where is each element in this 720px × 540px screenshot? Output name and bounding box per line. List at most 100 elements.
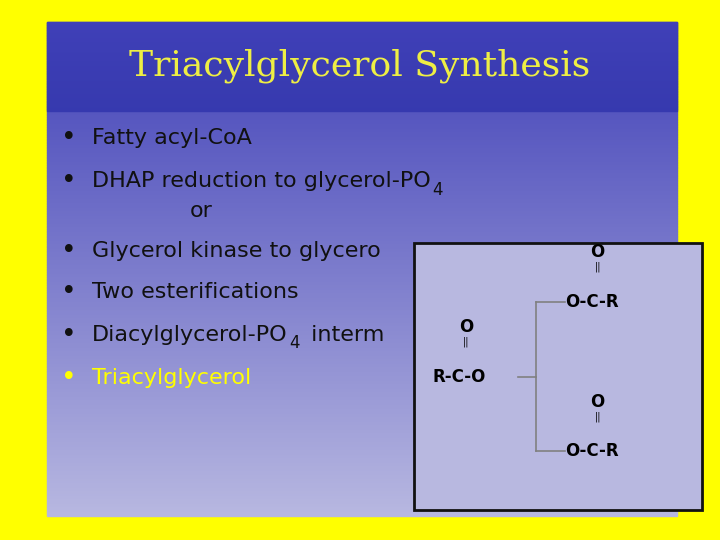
Bar bbox=[47, 440, 677, 442]
Bar bbox=[47, 399, 677, 401]
Bar bbox=[47, 22, 677, 23]
Bar bbox=[47, 53, 677, 54]
Bar bbox=[47, 366, 677, 367]
Bar bbox=[47, 63, 677, 64]
Bar bbox=[47, 329, 677, 331]
Bar bbox=[47, 458, 677, 460]
Bar bbox=[47, 45, 677, 46]
Bar bbox=[414, 243, 702, 510]
Bar bbox=[47, 345, 677, 346]
Bar bbox=[47, 116, 677, 117]
Bar bbox=[47, 117, 677, 119]
Bar bbox=[47, 55, 677, 56]
Bar bbox=[47, 106, 677, 107]
Bar bbox=[47, 72, 677, 73]
Bar bbox=[47, 96, 677, 97]
Bar bbox=[47, 172, 677, 173]
Bar bbox=[47, 38, 677, 40]
Bar bbox=[47, 412, 677, 414]
Bar bbox=[47, 161, 677, 163]
Bar bbox=[47, 94, 677, 95]
Bar bbox=[47, 66, 677, 67]
Bar bbox=[47, 71, 677, 73]
Bar bbox=[47, 201, 677, 202]
Bar bbox=[47, 497, 677, 499]
Bar bbox=[47, 114, 677, 116]
Bar bbox=[47, 373, 677, 374]
Bar bbox=[47, 491, 677, 492]
Bar bbox=[47, 196, 677, 198]
Text: O-C-R: O-C-R bbox=[565, 293, 618, 311]
Bar bbox=[47, 279, 677, 280]
Bar bbox=[47, 512, 677, 514]
Bar bbox=[47, 460, 677, 461]
Bar bbox=[47, 24, 677, 25]
Bar bbox=[47, 139, 677, 140]
Bar bbox=[47, 210, 677, 211]
Bar bbox=[47, 140, 677, 142]
Bar bbox=[47, 422, 677, 423]
Bar bbox=[47, 36, 677, 37]
Bar bbox=[47, 296, 677, 298]
Bar bbox=[47, 336, 677, 338]
Bar bbox=[47, 37, 677, 38]
Bar bbox=[47, 119, 677, 120]
Bar bbox=[47, 455, 677, 456]
Bar bbox=[47, 229, 677, 231]
Bar bbox=[47, 70, 677, 71]
Bar bbox=[47, 453, 677, 455]
Bar bbox=[47, 213, 677, 214]
Bar bbox=[47, 249, 677, 251]
Bar bbox=[47, 99, 677, 100]
Bar bbox=[47, 98, 677, 99]
Bar bbox=[47, 51, 677, 52]
Bar bbox=[47, 166, 677, 168]
Bar bbox=[47, 508, 677, 509]
Text: O-C-R: O-C-R bbox=[565, 442, 618, 461]
Bar bbox=[47, 68, 677, 69]
Bar bbox=[47, 264, 677, 265]
Bar bbox=[47, 193, 677, 194]
Bar bbox=[47, 410, 677, 412]
Bar bbox=[47, 353, 677, 354]
Bar bbox=[47, 315, 677, 316]
Bar bbox=[47, 384, 677, 386]
Bar bbox=[47, 351, 677, 353]
Bar bbox=[47, 58, 677, 59]
Bar bbox=[47, 77, 677, 78]
Bar bbox=[47, 75, 677, 76]
Bar bbox=[47, 275, 677, 277]
Bar bbox=[47, 69, 677, 71]
Bar bbox=[47, 232, 677, 234]
Bar bbox=[47, 199, 677, 201]
Bar bbox=[47, 211, 677, 213]
Bar bbox=[47, 451, 677, 453]
Bar bbox=[47, 33, 677, 35]
Bar bbox=[47, 506, 677, 508]
Bar bbox=[47, 318, 677, 320]
Bar bbox=[47, 92, 677, 94]
Bar bbox=[47, 265, 677, 267]
Bar bbox=[47, 54, 677, 55]
Text: ||: || bbox=[594, 261, 601, 272]
Bar bbox=[47, 144, 677, 145]
Bar bbox=[47, 305, 677, 307]
Bar bbox=[47, 509, 677, 511]
Text: Diacylglycerol-PO: Diacylglycerol-PO bbox=[92, 325, 288, 345]
Bar bbox=[47, 85, 677, 86]
Bar bbox=[47, 300, 677, 301]
Bar bbox=[47, 423, 677, 425]
Bar bbox=[47, 389, 677, 390]
Bar bbox=[47, 84, 677, 86]
Bar bbox=[47, 202, 677, 205]
Bar bbox=[47, 103, 677, 104]
Text: Triacylglycerol: Triacylglycerol bbox=[92, 368, 251, 388]
Bar bbox=[47, 259, 677, 260]
Bar bbox=[47, 84, 677, 85]
Bar bbox=[47, 466, 677, 468]
Bar bbox=[47, 331, 677, 333]
Bar bbox=[47, 194, 677, 196]
Bar bbox=[47, 288, 677, 290]
Bar bbox=[47, 257, 677, 259]
Bar bbox=[47, 395, 677, 397]
